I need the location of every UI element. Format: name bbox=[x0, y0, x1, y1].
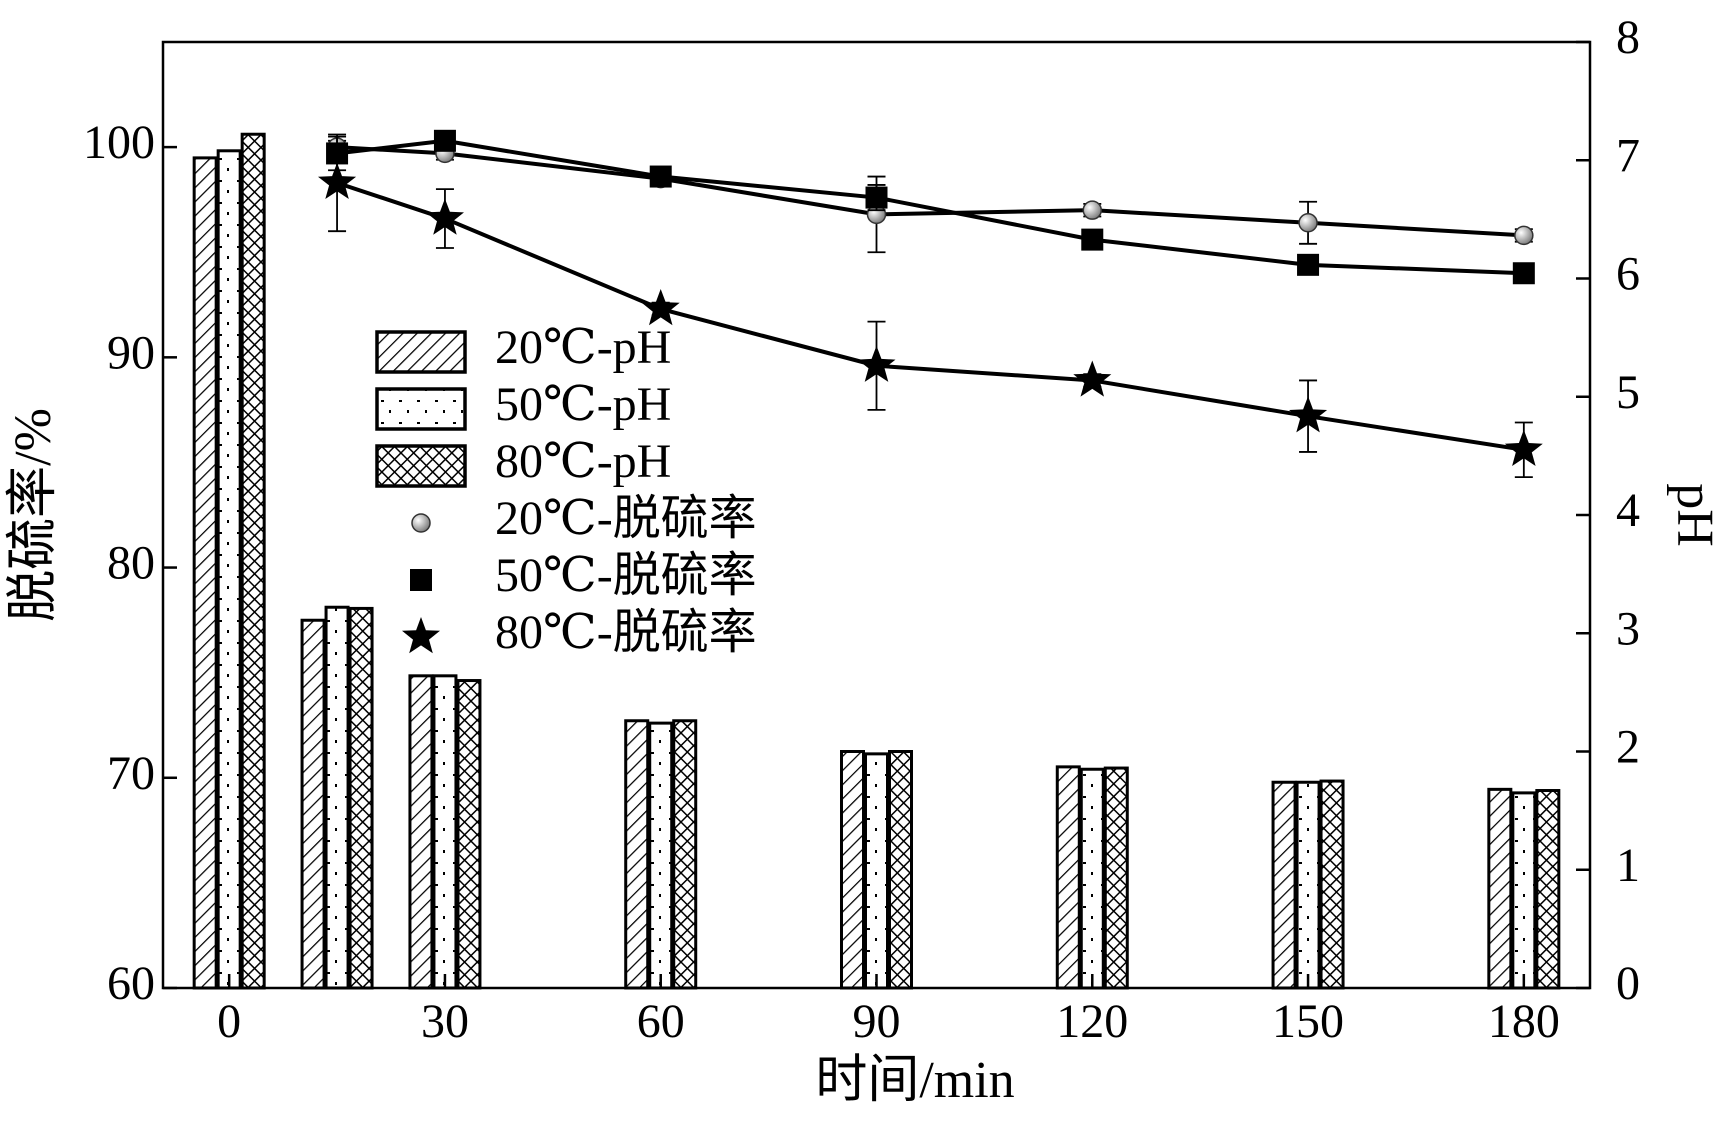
legend-label: 80℃-脱硫率 bbox=[495, 606, 757, 659]
bar bbox=[888, 750, 913, 990]
y2-tick-label: 8 bbox=[1616, 11, 1640, 64]
bar bbox=[672, 719, 698, 990]
point bbox=[1297, 253, 1320, 276]
y2-tick-label: 5 bbox=[1616, 366, 1640, 419]
legend-item: 20℃-脱硫率 bbox=[411, 492, 757, 545]
bar bbox=[1511, 791, 1537, 990]
x-tick-label: 150 bbox=[1272, 995, 1344, 1048]
bar bbox=[1079, 767, 1105, 990]
bar bbox=[300, 618, 326, 990]
bar bbox=[1535, 789, 1561, 990]
point bbox=[1514, 225, 1534, 246]
y-tick-label: 70 bbox=[107, 747, 155, 800]
point bbox=[1081, 228, 1104, 251]
bar bbox=[864, 752, 889, 990]
bar bbox=[648, 721, 674, 990]
y2-tick-label: 1 bbox=[1616, 839, 1640, 892]
point bbox=[433, 129, 456, 152]
bar bbox=[1271, 780, 1297, 990]
point bbox=[857, 345, 896, 382]
bar bbox=[192, 156, 218, 990]
bar bbox=[216, 149, 242, 990]
legend-label: 20℃-脱硫率 bbox=[495, 492, 757, 545]
y-axis-label: 脱硫率/% bbox=[5, 408, 62, 622]
bar bbox=[840, 750, 865, 990]
x-tick-label: 90 bbox=[853, 995, 901, 1048]
legend-swatch bbox=[375, 330, 467, 374]
legend-swatch bbox=[375, 444, 467, 488]
legend-item: 50℃-脱硫率 bbox=[410, 549, 757, 602]
legend-item: 80℃-脱硫率 bbox=[402, 606, 757, 659]
x-tick-label: 120 bbox=[1056, 995, 1128, 1048]
y-tick-label: 90 bbox=[107, 326, 155, 379]
y2-tick-label: 3 bbox=[1616, 602, 1640, 655]
legend-marker bbox=[410, 569, 432, 591]
bar bbox=[1103, 766, 1129, 990]
legend-item: 20℃-pH bbox=[375, 321, 671, 374]
bar bbox=[408, 674, 434, 990]
point bbox=[318, 162, 357, 199]
point bbox=[1289, 396, 1328, 433]
point bbox=[865, 186, 888, 209]
bar bbox=[432, 674, 458, 990]
legend-marker bbox=[402, 617, 440, 654]
legend-marker bbox=[411, 513, 431, 533]
x-tick-label: 0 bbox=[217, 995, 241, 1048]
point bbox=[1504, 429, 1543, 466]
y-tick-label: 80 bbox=[107, 537, 155, 590]
y-tick-label: 100 bbox=[83, 116, 155, 169]
bar bbox=[324, 605, 350, 990]
point bbox=[649, 165, 672, 188]
plot-area bbox=[192, 129, 1561, 990]
bar bbox=[456, 679, 482, 990]
legend-label: 20℃-pH bbox=[495, 321, 671, 374]
legend-label: 50℃-pH bbox=[495, 378, 671, 431]
bar bbox=[348, 606, 374, 990]
point bbox=[425, 198, 464, 235]
y2-axis-label: pH bbox=[1666, 483, 1722, 547]
y2-tick-label: 7 bbox=[1616, 129, 1640, 182]
point bbox=[1298, 213, 1318, 233]
bar bbox=[240, 132, 266, 990]
bar bbox=[624, 719, 650, 990]
y2-tick-label: 6 bbox=[1616, 248, 1640, 301]
y2-tick-label: 2 bbox=[1616, 721, 1640, 774]
legend-item: 50℃-pH bbox=[375, 378, 671, 431]
bar bbox=[1319, 779, 1345, 990]
point bbox=[641, 289, 680, 326]
y2-tick-label: 0 bbox=[1616, 957, 1640, 1010]
line bbox=[336, 145, 1524, 238]
x-axis-label: 时间/min bbox=[815, 1052, 1014, 1109]
legend-label: 80℃-pH bbox=[495, 435, 671, 488]
legend-item: 80℃-pH bbox=[375, 435, 671, 488]
x-tick-label: 30 bbox=[421, 995, 469, 1048]
legend-label: 50℃-脱硫率 bbox=[495, 549, 757, 602]
legend-swatch bbox=[375, 387, 467, 431]
point bbox=[1073, 360, 1112, 397]
y2-tick-label: 4 bbox=[1616, 484, 1640, 537]
bar bbox=[1295, 780, 1321, 990]
y-tick-label: 60 bbox=[107, 957, 155, 1010]
bar bbox=[1487, 787, 1513, 990]
x-tick-label: 180 bbox=[1488, 995, 1560, 1048]
x-tick-label: 60 bbox=[637, 995, 685, 1048]
point bbox=[1082, 200, 1103, 220]
point bbox=[1512, 262, 1535, 285]
bar bbox=[1055, 765, 1081, 990]
